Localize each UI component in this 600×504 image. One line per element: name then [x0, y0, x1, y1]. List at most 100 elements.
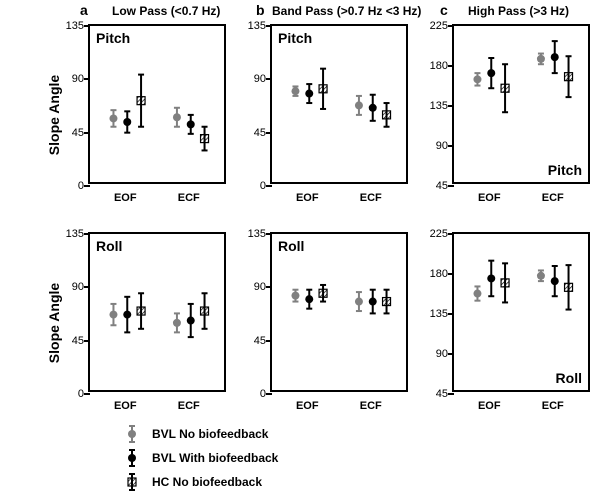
y-tick-label: 225 [430, 228, 454, 240]
plot-area: 04590135Pitch [88, 24, 226, 184]
data-point-bvl_with [487, 261, 495, 297]
y-tick-label: 0 [260, 388, 272, 400]
y-tick-label: 135 [430, 308, 454, 320]
x-tick-label: ECF [542, 192, 564, 204]
y-axis-label: Slope Angle [46, 283, 62, 363]
y-tick-label: 180 [430, 60, 454, 72]
legend-label: BVL With biofeedback [152, 451, 278, 465]
x-tick-label: ECF [360, 400, 382, 412]
data-point-bvl_no [355, 292, 363, 311]
y-tick-label: 45 [254, 127, 272, 139]
column-title: High Pass (>3 Hz) [468, 4, 569, 18]
data-point-hc [383, 290, 391, 314]
y-tick-label: 0 [78, 180, 90, 192]
data-point-bvl_with [551, 41, 559, 73]
panel: 04590135Pitch EOF ECF [252, 24, 408, 206]
data-point-bvl_no [473, 286, 481, 300]
y-tick-label: 45 [72, 127, 90, 139]
legend-item-hc: HC No biofeedback [120, 472, 278, 492]
data-point-hc [319, 285, 327, 302]
data-point-bvl_with [305, 290, 313, 309]
plot-svg [272, 26, 410, 186]
plot-area: 04590135Roll [270, 232, 408, 392]
plot-area: 4590135180225Roll [452, 232, 590, 392]
data-point-hc [565, 265, 573, 309]
data-point-bvl_no [473, 73, 481, 85]
x-tick-label: ECF [360, 192, 382, 204]
plot-svg [272, 234, 410, 394]
data-point-hc [137, 75, 145, 127]
plot-svg [90, 234, 228, 394]
y-tick-label: 225 [430, 20, 454, 32]
plot-area: 4590135180225Pitch [452, 24, 590, 184]
legend: BVL No biofeedback BVL With biofeedback … [120, 424, 278, 496]
column-title: Band Pass (>0.7 Hz <3 Hz) [272, 4, 421, 18]
data-point-hc [137, 293, 145, 329]
panel: 04590135Roll EOF ECF [252, 232, 408, 414]
y-tick-label: 135 [430, 100, 454, 112]
data-point-bvl_with [369, 290, 377, 314]
y-tick-label: 45 [436, 388, 454, 400]
data-point-hc [319, 69, 327, 109]
x-tick-label: EOF [296, 400, 319, 412]
data-point-bvl_no [537, 54, 545, 65]
x-tick-label: EOF [114, 192, 137, 204]
x-tick-label: EOF [114, 400, 137, 412]
y-tick-label: 45 [254, 335, 272, 347]
data-point-bvl_no [355, 96, 363, 115]
plot-svg [90, 26, 228, 186]
y-tick-label: 135 [248, 228, 272, 240]
x-tick-label: EOF [478, 192, 501, 204]
data-point-hc [565, 56, 573, 97]
data-point-bvl_with [187, 115, 195, 134]
square-hatched-icon [120, 472, 144, 492]
data-point-bvl_with [305, 84, 313, 103]
panel-letter: b [256, 2, 265, 18]
data-point-bvl_with [187, 304, 195, 337]
data-point-bvl_with [123, 111, 131, 132]
data-point-bvl_with [369, 95, 377, 121]
data-point-hc [383, 103, 391, 127]
panel: 4590135180225Pitch EOF ECF [434, 24, 590, 206]
y-tick-label: 90 [72, 281, 90, 293]
y-tick-label: 135 [66, 228, 90, 240]
x-tick-label: EOF [296, 192, 319, 204]
panel: Slope Angle04590135PitchEOFECF [70, 24, 226, 206]
figure-root: a Low Pass (<0.7 Hz) b Band Pass (>0.7 Hz <… [0, 0, 600, 504]
data-point-bvl_with [551, 266, 559, 296]
y-tick-label: 90 [436, 348, 454, 360]
data-point-hc [501, 263, 509, 302]
panel-letter: c [440, 2, 448, 18]
y-tick-label: 0 [260, 180, 272, 192]
y-tick-label: 135 [248, 20, 272, 32]
data-point-bvl_no [173, 108, 181, 127]
plot-svg [454, 234, 592, 394]
data-point-bvl_with [123, 297, 131, 333]
column-title: Low Pass (<0.7 Hz) [112, 4, 220, 18]
data-point-bvl_no [109, 110, 117, 127]
x-tick-label: ECF [542, 400, 564, 412]
data-point-hc [501, 64, 509, 112]
data-point-hc [201, 127, 209, 151]
legend-item-bvl-with: BVL With biofeedback [120, 448, 278, 468]
legend-item-bvl-no: BVL No biofeedback [120, 424, 278, 444]
y-tick-label: 90 [254, 281, 272, 293]
y-tick-label: 135 [66, 20, 90, 32]
data-point-bvl_no [537, 270, 545, 281]
plot-area: 04590135Pitch [270, 24, 408, 184]
y-tick-label: 45 [72, 335, 90, 347]
y-tick-label: 45 [436, 180, 454, 192]
data-point-bvl_no [173, 313, 181, 332]
panel: Slope Angle04590135RollEOFECF [70, 232, 226, 414]
data-point-bvl_no [291, 290, 299, 302]
data-point-bvl_no [109, 304, 117, 325]
data-point-bvl_with [487, 58, 495, 88]
y-tick-label: 180 [430, 268, 454, 280]
x-tick-label: ECF [178, 192, 200, 204]
legend-label: BVL No biofeedback [152, 427, 268, 441]
y-tick-label: 90 [436, 140, 454, 152]
panel-letter: a [80, 2, 88, 18]
x-tick-label: ECF [178, 400, 200, 412]
y-tick-label: 90 [254, 73, 272, 85]
plot-svg [454, 26, 592, 186]
